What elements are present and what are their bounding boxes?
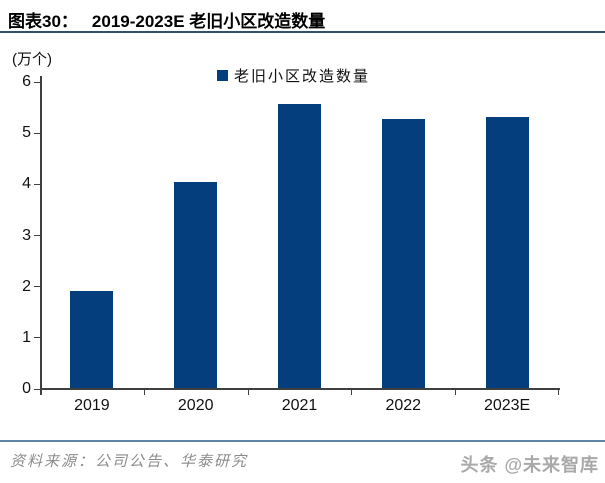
legend-square-icon [217, 70, 228, 81]
y-axis-tick [34, 235, 42, 236]
x-axis-category-label: 2021 [281, 397, 318, 414]
source-note: 资料来源：公司公告、华泰研究 [10, 453, 249, 470]
bar-2023E [485, 116, 529, 388]
y-axis-tick-label: 3 [22, 226, 31, 244]
y-axis-tick-label: 2 [22, 277, 31, 295]
x-axis-tick [40, 389, 41, 395]
y-axis-tick [34, 183, 42, 185]
x-axis-line [40, 388, 560, 390]
figure-title: 2019-2023E 老旧小区改造数量 [91, 12, 326, 31]
x-axis-tick [455, 389, 457, 395]
bar-2021 [278, 103, 321, 388]
x-axis-tick [143, 389, 145, 395]
bar-chart-plot-area: 0 1 2 3 4 5 6 2019 2020 2021 2022 2023E [22, 73, 560, 414]
bar-2020 [174, 181, 218, 388]
title-divider-rule [0, 31, 605, 33]
chart-legend: 老旧小区改造数量 [217, 65, 370, 86]
x-axis-tick [351, 389, 353, 395]
x-axis-category-label: 2023E [483, 397, 531, 414]
bar-2022 [381, 119, 425, 388]
y-axis-tick-label: 6 [22, 73, 31, 90]
bar-2019 [70, 290, 114, 388]
y-axis-unit-label: (万个) [12, 51, 52, 68]
y-axis-tick-label: 0 [22, 380, 31, 397]
x-axis-category-label: 2022 [385, 397, 422, 414]
y-axis-tick [34, 337, 42, 339]
footer-divider-rule [0, 440, 605, 442]
watermark: 头条 @未来智库 [460, 455, 599, 475]
y-axis-tick [34, 388, 42, 390]
x-axis-tick [558, 389, 559, 395]
y-axis-tick [34, 286, 42, 288]
x-axis-tick [247, 389, 249, 395]
y-axis-tick [34, 81, 42, 83]
x-axis-category-label: 2020 [177, 397, 214, 414]
x-axis-category-label: 2019 [74, 397, 110, 414]
figure-header: 图表30： 2019-2023E 老旧小区改造数量 [8, 7, 325, 32]
y-axis-tick-label: 4 [22, 175, 31, 193]
y-axis-tick-label: 5 [22, 124, 31, 142]
legend-label: 老旧小区改造数量 [234, 68, 371, 85]
figure-number-label: 图表30： [8, 12, 78, 31]
y-axis-tick [34, 132, 42, 134]
y-axis-tick-label: 1 [22, 328, 31, 346]
